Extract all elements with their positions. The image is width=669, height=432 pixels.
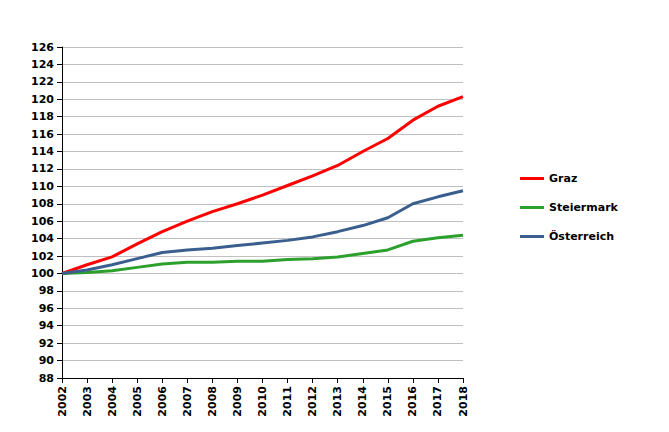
svg-text:Österreich: Österreich [549,229,614,243]
svg-text:2017: 2017 [431,386,444,417]
svg-text:2012: 2012 [306,386,319,417]
svg-text:96: 96 [39,302,55,315]
svg-text:2010: 2010 [256,386,269,417]
svg-text:98: 98 [39,284,54,297]
svg-text:2002: 2002 [56,386,69,417]
svg-text:2003: 2003 [81,386,94,417]
svg-text:124: 124 [31,58,54,71]
svg-text:Graz: Graz [549,172,577,185]
svg-text:92: 92 [39,337,54,350]
svg-text:2007: 2007 [181,386,194,417]
svg-text:88: 88 [39,372,54,385]
svg-text:122: 122 [31,75,54,88]
svg-text:126: 126 [31,41,54,54]
svg-text:108: 108 [31,197,54,210]
svg-text:2016: 2016 [406,386,419,417]
svg-text:2014: 2014 [356,386,369,417]
svg-text:112: 112 [31,162,54,175]
svg-text:90: 90 [39,354,55,367]
svg-text:2006: 2006 [156,386,169,417]
svg-text:110: 110 [31,180,54,193]
svg-text:2008: 2008 [206,386,219,417]
svg-text:2005: 2005 [131,386,144,417]
svg-text:2011: 2011 [281,386,294,417]
svg-text:116: 116 [31,128,54,141]
svg-text:94: 94 [39,319,55,332]
svg-text:120: 120 [31,93,54,106]
svg-text:2018: 2018 [457,386,470,417]
svg-text:Steiermark: Steiermark [549,201,619,214]
svg-text:106: 106 [31,215,54,228]
svg-text:2004: 2004 [106,386,119,417]
svg-text:114: 114 [31,145,54,158]
svg-text:118: 118 [31,110,54,123]
svg-text:2013: 2013 [331,386,344,417]
svg-text:100: 100 [31,267,54,280]
svg-text:2009: 2009 [231,386,244,417]
svg-text:2015: 2015 [381,386,394,417]
svg-text:102: 102 [31,250,54,263]
svg-text:104: 104 [31,232,54,245]
